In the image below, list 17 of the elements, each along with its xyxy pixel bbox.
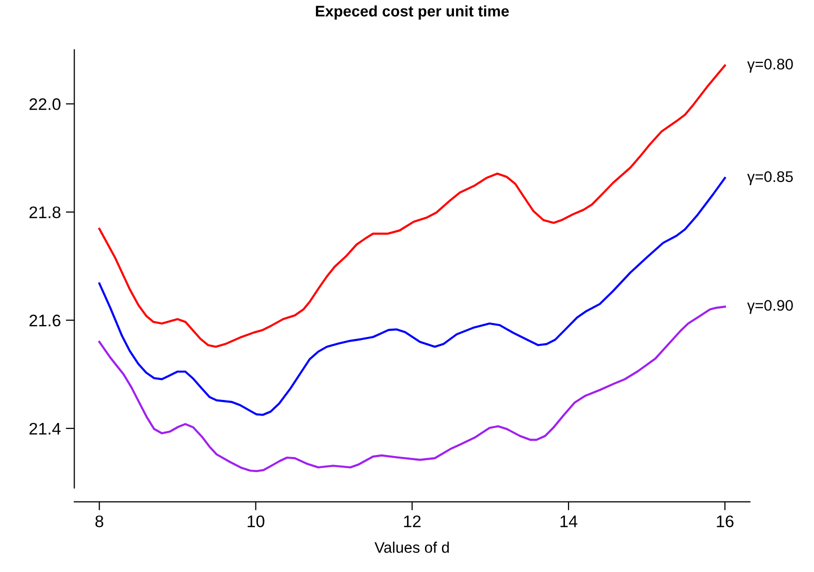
x-tick-label: 12: [404, 515, 421, 528]
x-tick-label: 14: [560, 516, 578, 528]
series-label: γ=0.90: [747, 300, 793, 314]
line-series: [98, 176, 726, 416]
x-tick-label: 10: [248, 515, 264, 528]
x-tick-label: 8: [95, 515, 104, 528]
line-series: [98, 306, 726, 472]
line-series: [98, 64, 726, 348]
series-label: γ=0.85: [747, 171, 793, 186]
x-axis-title: Values of d: [374, 542, 449, 553]
series-label: γ=0.80: [747, 58, 793, 73]
chart-title: Expeced cost per unit time: [316, 5, 509, 20]
y-tick-label: 21.6: [30, 314, 60, 326]
y-tick-label: 22.0: [30, 98, 60, 110]
y-tick-label: 21.8: [30, 206, 60, 218]
x-tick-label: 16: [716, 515, 734, 528]
y-tick-label: 21.4: [30, 422, 61, 434]
